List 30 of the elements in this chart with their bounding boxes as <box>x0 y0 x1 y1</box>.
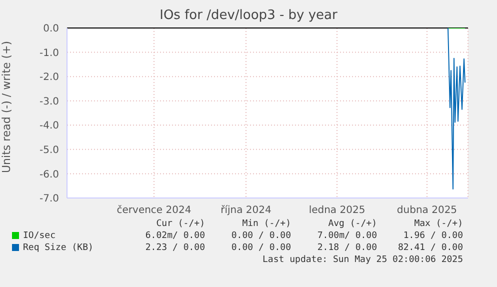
legend-label: Req Size (KB) <box>23 242 94 254</box>
text: Avg (-/+) <box>327 218 377 230</box>
line-series <box>448 28 466 190</box>
y-tick-label: -7.0 <box>39 194 59 205</box>
y-tick-label: -3.0 <box>39 96 59 108</box>
text: 0.00 / 0.00 <box>230 242 291 254</box>
text: 6.02m/ 0.00 <box>144 230 205 242</box>
x-tick-label: července 2024 <box>116 205 192 216</box>
y-tick-label: -2.0 <box>39 72 59 84</box>
text: Max (-/+) <box>413 218 463 230</box>
y-tick-label: -5.0 <box>39 144 59 156</box>
text: 7.00m/ 0.00 <box>316 230 377 242</box>
x-tick-label: dubna 2025 <box>396 205 458 216</box>
y-tick-label: -1.0 <box>39 48 59 59</box>
text: Cur (-/+) <box>155 218 205 230</box>
text: 1.96 / 0.00 <box>402 230 463 242</box>
y-tick-label: 0.0 <box>43 24 59 35</box>
y-tick-label: -6.0 <box>39 169 59 180</box>
text: Min (-/+) <box>241 218 291 230</box>
text: Last update: Sun May 25 02:00:06 2025 <box>262 254 463 266</box>
y-axis-title: Units read (-) / write (+) <box>0 40 13 173</box>
chart-title: IOs for /dev/loop3 - by year <box>158 8 338 23</box>
x-tick-label: ledna 2025 <box>308 205 366 216</box>
text: 2.23 / 0.00 <box>144 242 205 254</box>
text: 2.18 / 0.00 <box>316 242 377 254</box>
legend-label: IO/sec <box>23 230 57 242</box>
text: 0.00 / 0.00 <box>230 230 291 242</box>
y-tick-label: -4.0 <box>39 120 59 132</box>
x-tick-label: října 2024 <box>220 205 272 216</box>
text: 82.41 / 0.00 <box>396 242 463 254</box>
